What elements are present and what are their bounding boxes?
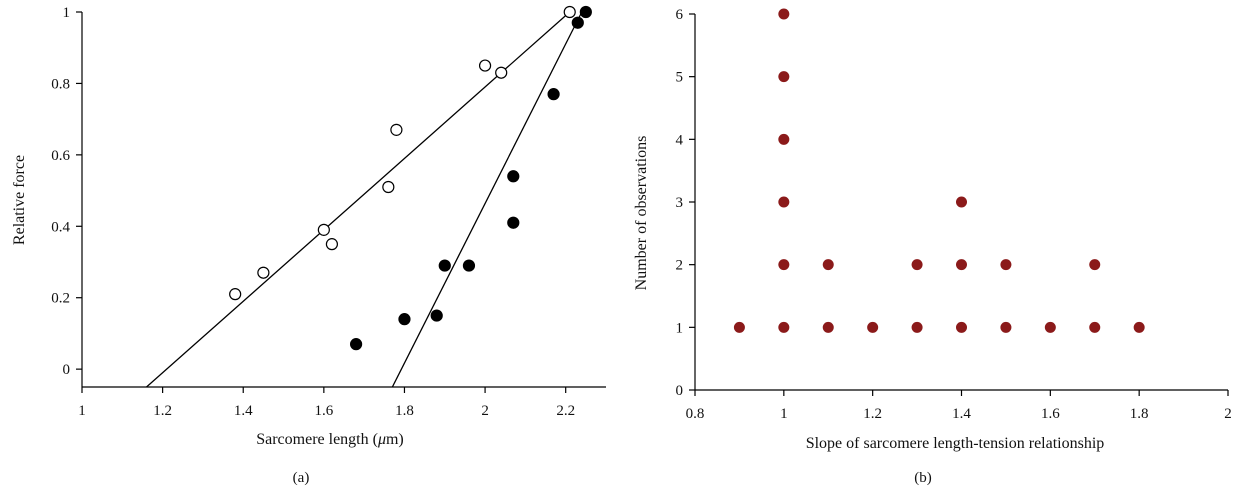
observation-point xyxy=(733,321,745,333)
observation-point xyxy=(778,259,790,271)
panel-b-label: (b) xyxy=(914,470,932,486)
panel-b-chart: 0.8 1 1.2 1.4 1.6 1.8 2 0 1 2 3 4 5 6 Slope of sarco… xyxy=(633,7,1232,486)
panel-b-y-ticks: 0 1 2 3 4 5 6 xyxy=(676,7,695,399)
open-data-point xyxy=(257,266,270,279)
panel-a-y-axis-label: Relative force xyxy=(11,155,28,245)
panel-a-x-tick-label: 1.2 xyxy=(153,403,172,419)
panel-a-x-tick-label: 2.2 xyxy=(556,403,575,419)
panel-a-y-tick-label: 0.8 xyxy=(51,76,70,92)
panel-b-y-tick-label: 5 xyxy=(676,70,684,86)
panel-a-x-ticks: 1 1.2 1.4 1.6 1.8 2 2.2 xyxy=(78,387,575,419)
panel-b-y-tick-label: 1 xyxy=(676,320,684,336)
open-data-point xyxy=(229,288,242,301)
observation-point xyxy=(1133,321,1145,333)
open-data-point xyxy=(317,223,330,236)
filled-data-point xyxy=(571,16,584,29)
observation-point xyxy=(956,196,967,208)
observation-point xyxy=(1089,321,1101,333)
observation-point xyxy=(778,8,790,20)
panel-b-y-tick-label: 4 xyxy=(676,132,684,148)
filled-data-point xyxy=(507,170,520,183)
open-data-point xyxy=(390,123,403,136)
panel-a-y-tick-label: 0.4 xyxy=(51,219,70,235)
observation-point xyxy=(778,321,790,333)
panel-a-y-tick-label: 0 xyxy=(63,362,71,378)
observation-point xyxy=(822,321,834,333)
panel-a-x-tick-label: 1.8 xyxy=(395,403,414,419)
filled-data-point xyxy=(547,88,560,101)
observation-point xyxy=(778,133,790,145)
observation-point xyxy=(778,71,790,83)
filled-data-point xyxy=(349,338,363,351)
panel-a-x-tick-label: 1.6 xyxy=(314,403,333,419)
observation-point xyxy=(911,259,923,271)
filled-data-point xyxy=(579,5,592,19)
panel-a-fit-lines xyxy=(146,11,583,388)
open-data-point xyxy=(563,5,576,19)
panel-b-y-tick-label: 3 xyxy=(676,195,684,211)
filled-data-point xyxy=(398,313,411,326)
panel-a-x-tick-label: 2 xyxy=(481,403,489,419)
filled-data-point xyxy=(462,259,476,272)
panel-a-y-tick-label: 0.6 xyxy=(51,148,70,164)
panel-a-y-tick-label: 1 xyxy=(63,5,71,21)
observation-point xyxy=(1044,321,1056,333)
panel-a-x-tick-label: 1.4 xyxy=(234,403,253,419)
panel-b-x-tick-label: 0.8 xyxy=(686,406,705,422)
observation-point xyxy=(1000,259,1012,271)
observation-point xyxy=(911,321,923,333)
filled-data-point xyxy=(438,259,451,272)
panel-a-points xyxy=(229,5,592,351)
observation-point xyxy=(822,259,834,271)
panel-a-fit-line-2 xyxy=(391,11,583,388)
filled-data-point xyxy=(507,216,520,229)
observation-point xyxy=(956,321,967,333)
panel-b-x-tick-label: 1.4 xyxy=(952,406,971,422)
observation-point xyxy=(956,259,967,271)
panel-a-x-tick-label: 1 xyxy=(78,403,86,419)
panel-b-y-tick-label: 0 xyxy=(676,383,684,399)
panel-b-x-axis-label: Slope of sarcomere length-tension relati… xyxy=(806,435,1105,452)
panel-b-y-tick-label: 6 xyxy=(676,7,684,23)
panel-a-fit-line-1 xyxy=(146,11,571,388)
observation-point xyxy=(1000,321,1012,333)
panel-b-y-tick-label: 2 xyxy=(676,258,684,274)
panel-b-x-tick-label: 1.2 xyxy=(863,406,882,422)
panel-a-y-tick-label: 0.2 xyxy=(51,291,70,307)
open-data-point xyxy=(478,59,492,72)
observation-point xyxy=(1089,259,1101,271)
panel-b-x-tick-label: 1 xyxy=(780,406,788,422)
open-data-point xyxy=(382,180,395,194)
panel-b-x-tick-label: 2 xyxy=(1224,406,1232,422)
panel-b-x-tick-label: 1.8 xyxy=(1130,406,1149,422)
panel-a-y-ticks: 0 0.2 0.4 0.6 0.8 1 xyxy=(51,5,82,378)
open-data-point xyxy=(325,238,339,251)
panel-b-x-ticks: 0.8 1 1.2 1.4 1.6 1.8 2 xyxy=(686,390,1232,422)
filled-data-point xyxy=(430,309,443,322)
panel-b-x-tick-label: 1.6 xyxy=(1041,406,1060,422)
panel-a-label: (a) xyxy=(293,470,310,486)
observation-point xyxy=(867,321,879,333)
observation-point xyxy=(778,196,790,208)
panel-a-x-axis-label: Sarcomere length (μm) xyxy=(256,431,404,448)
panel-b-y-axis-label: Number of observations xyxy=(633,136,650,291)
open-data-point xyxy=(495,66,508,79)
panel-a-chart: 1 1.2 1.4 1.6 1.8 2 2.2 0 0.2 0.4 0.6 0.8 1 Sarcome… xyxy=(11,5,606,486)
panel-b-points xyxy=(733,8,1145,333)
